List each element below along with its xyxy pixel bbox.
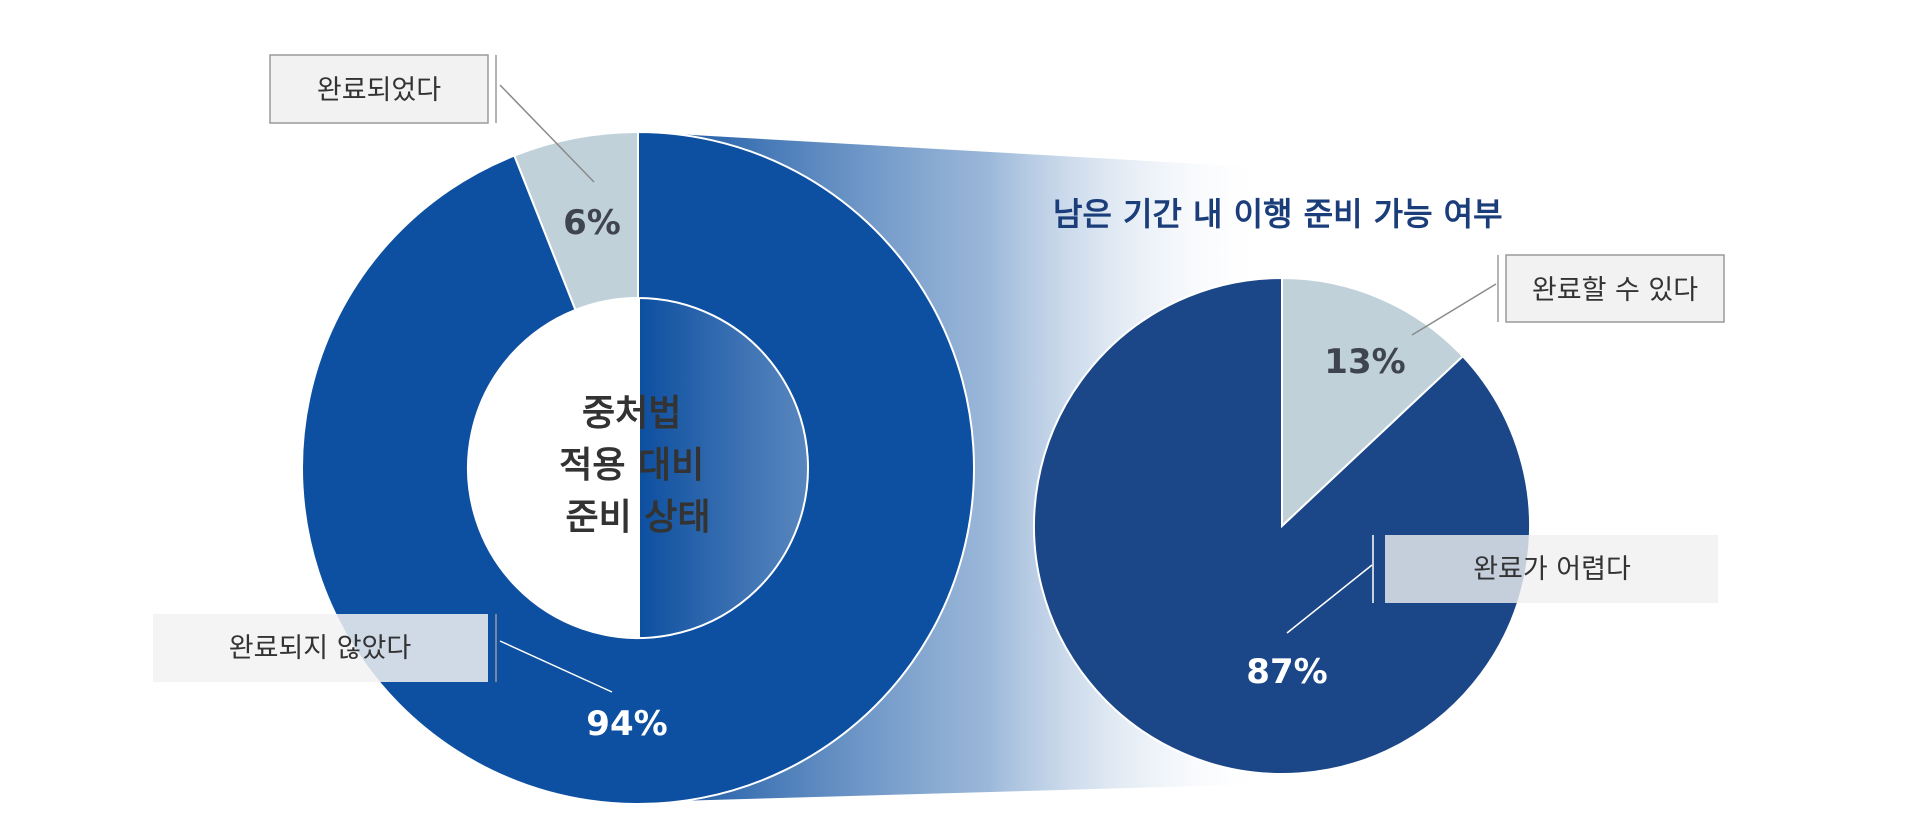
donut-center-line-2: 적용 대비 xyxy=(559,445,704,486)
callout-difficult: 완료가 어렵다 xyxy=(1286,535,1718,634)
callout-completed: 완료되었다 xyxy=(269,54,595,183)
callout-leader-completed xyxy=(499,84,595,183)
donut-center-line-1: 중처법 xyxy=(582,393,681,434)
callout-box-can-complete xyxy=(1505,254,1725,323)
callout-text-difficult: 완료가 어렵다 xyxy=(1473,554,1631,585)
callout-text-not-completed: 완료되지 않았다 xyxy=(229,633,412,664)
callout-box-difficult xyxy=(1385,535,1718,603)
callout-leader-difficult xyxy=(1286,564,1373,634)
callout-text-completed: 완료되었다 xyxy=(317,75,441,106)
donut-value-label-not-completed: 94% xyxy=(586,704,667,744)
pie-slice-can-complete xyxy=(1281,276,1465,529)
donut-center-line-3: 준비 상태 xyxy=(565,497,710,538)
callout-box-not-completed xyxy=(153,614,488,682)
callout-text-can-complete: 완료할 수 있다 xyxy=(1532,275,1698,306)
callout-leader-can-complete xyxy=(1411,283,1497,336)
pie-value-label-can-complete: 13% xyxy=(1324,342,1405,382)
callout-can-complete: 완료할 수 있다 xyxy=(1411,254,1725,336)
callout-leader-not-completed xyxy=(499,640,613,693)
callout-not-completed: 완료되지 않았다 xyxy=(153,614,613,693)
callout-box-completed xyxy=(269,54,489,124)
donut-value-label-completed: 6% xyxy=(563,203,621,243)
pie-title: 남은 기간 내 이행 준비 가능 여부 xyxy=(1053,195,1503,233)
donut-center-label: 중처법 적용 대비 준비 상태 xyxy=(559,393,717,538)
pie-value-label-difficult: 87% xyxy=(1246,652,1327,692)
